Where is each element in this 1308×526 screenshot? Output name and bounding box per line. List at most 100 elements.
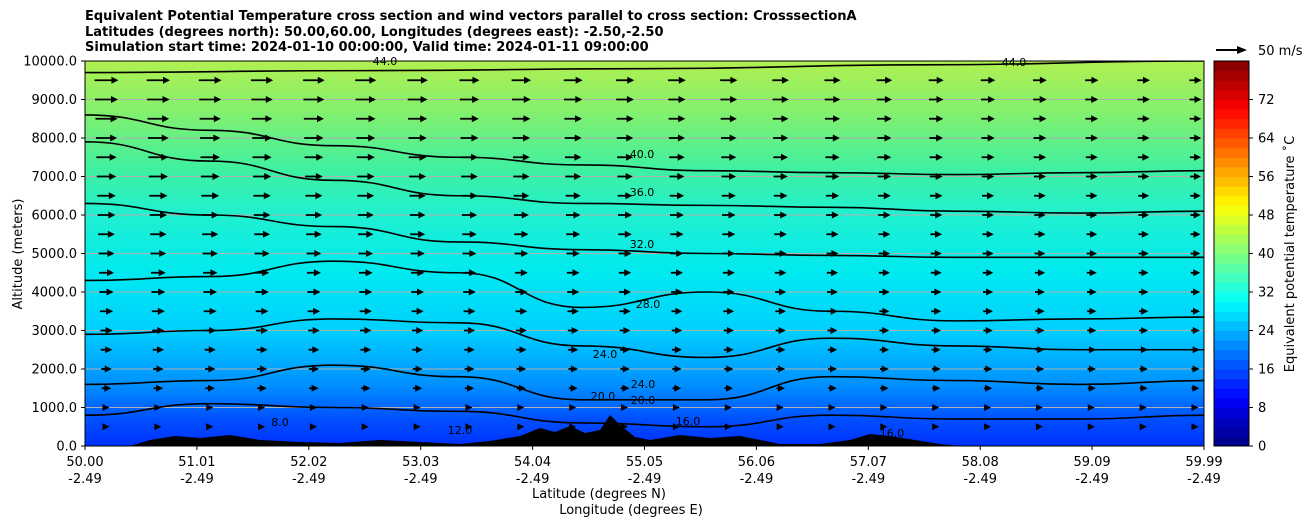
wind-vector [775,288,787,296]
wind-vector [149,192,168,200]
wind-vector [513,192,530,200]
wind-vector [930,269,942,277]
contour-line-20 [85,364,1204,401]
wind-vector [567,288,580,296]
wind-vector [256,346,268,354]
wind-vector [102,423,110,431]
x-tick-lat: 56.06 [738,455,775,470]
x-tick-lon: -2.49 [963,472,997,487]
wind-vector [516,384,526,392]
wind-vector [668,115,686,123]
wind-vector [511,96,531,103]
wind-vector [982,211,994,219]
wind-vector [774,230,787,238]
wind-vector [982,192,995,200]
wind-vector [931,365,941,373]
wind-vector [983,288,994,296]
wind-vector [303,115,324,123]
contour-label: 20.0 [591,390,616,403]
wind-vector [1137,115,1150,123]
wind-vector [669,173,685,180]
wind-vector [1138,230,1149,238]
wind-vector [981,96,996,103]
wind-vector [1138,288,1149,296]
colorbar-segment [1214,118,1249,129]
wind-vector [672,404,680,411]
wind-vector [824,76,841,84]
wind-vector [1138,211,1149,219]
x-tick-lat: 50.00 [66,455,103,470]
wind-vector [1035,404,1043,411]
x-tick-lat: 54.04 [514,455,551,470]
wind-vector [409,211,426,219]
wind-vector [305,192,323,200]
wind-vector [931,307,942,315]
wind-vector [564,115,583,123]
wind-vector [616,134,634,142]
contour-label: 28.0 [636,298,661,311]
wind-vector [828,404,836,411]
wind-vector [563,76,583,84]
colorbar-segment [1214,436,1249,447]
wind-vector [982,269,994,277]
wind-vector [515,327,527,334]
wind-vector [1087,307,1097,315]
wind-vector [825,173,840,180]
wind-vector [668,96,686,103]
wind-vector [255,307,269,315]
wind-vector [1086,211,1098,219]
wind-vector [154,404,162,411]
x-tick-lon: -2.49 [292,472,326,487]
wind-vector [407,96,428,103]
wind-vector [828,423,836,431]
wind-vector [200,173,220,180]
wind-vector [1139,327,1149,334]
wind-vector [410,269,425,277]
chart-title: Equivalent Potential Temperature cross s… [85,9,857,56]
colorbar-segment [1214,80,1249,91]
wind-vector [1190,230,1201,238]
wind-vector [360,346,372,354]
colorbar-tick-label: 56 [1258,170,1275,185]
wind-vector [359,307,372,315]
wind-vector [460,153,479,161]
wind-vector [1138,173,1150,180]
colorbar-segment [1214,301,1249,312]
wind-vector [876,96,892,103]
wind-vector [309,384,319,392]
wind-vector [251,96,273,103]
wind-vector [983,384,993,392]
wind-vector [774,250,787,257]
wind-vector [1139,384,1148,392]
wind-vector [1085,134,1098,142]
wind-vector [97,192,116,200]
wind-vector [772,76,789,84]
wind-vector [202,230,219,238]
x-tick-lat: 52.02 [290,455,327,470]
x-tick-lat: 55.05 [626,455,663,470]
wind-vector [1035,423,1043,431]
wind-vector [878,230,891,238]
wind-vector [100,346,113,354]
wind-vector [1189,76,1202,84]
wind-key-arrowhead [1237,46,1247,54]
wind-vector [932,404,940,411]
wind-vector [722,211,736,219]
y-tick-label: 0.0 [56,440,77,455]
wind-vector [1189,96,1202,103]
wind-vector [306,269,321,277]
colorbar-segment [1214,253,1249,264]
wind-vector [148,153,169,161]
colorbar-segment [1214,70,1249,81]
wind-vector [1191,346,1200,354]
wind-vector [308,346,320,354]
wind-vector [96,173,117,180]
y-tick-label: 5000.0 [32,247,78,262]
colorbar: 0 8 16 24 32 40 48 56 64 72 [1213,60,1275,455]
wind-vector [309,423,317,431]
contour-line-28 [85,260,1204,322]
wind-vector [304,153,324,161]
colorbar-segment [1214,61,1249,72]
colorbar-segment [1214,147,1249,158]
colorbar-segment [1214,89,1249,100]
